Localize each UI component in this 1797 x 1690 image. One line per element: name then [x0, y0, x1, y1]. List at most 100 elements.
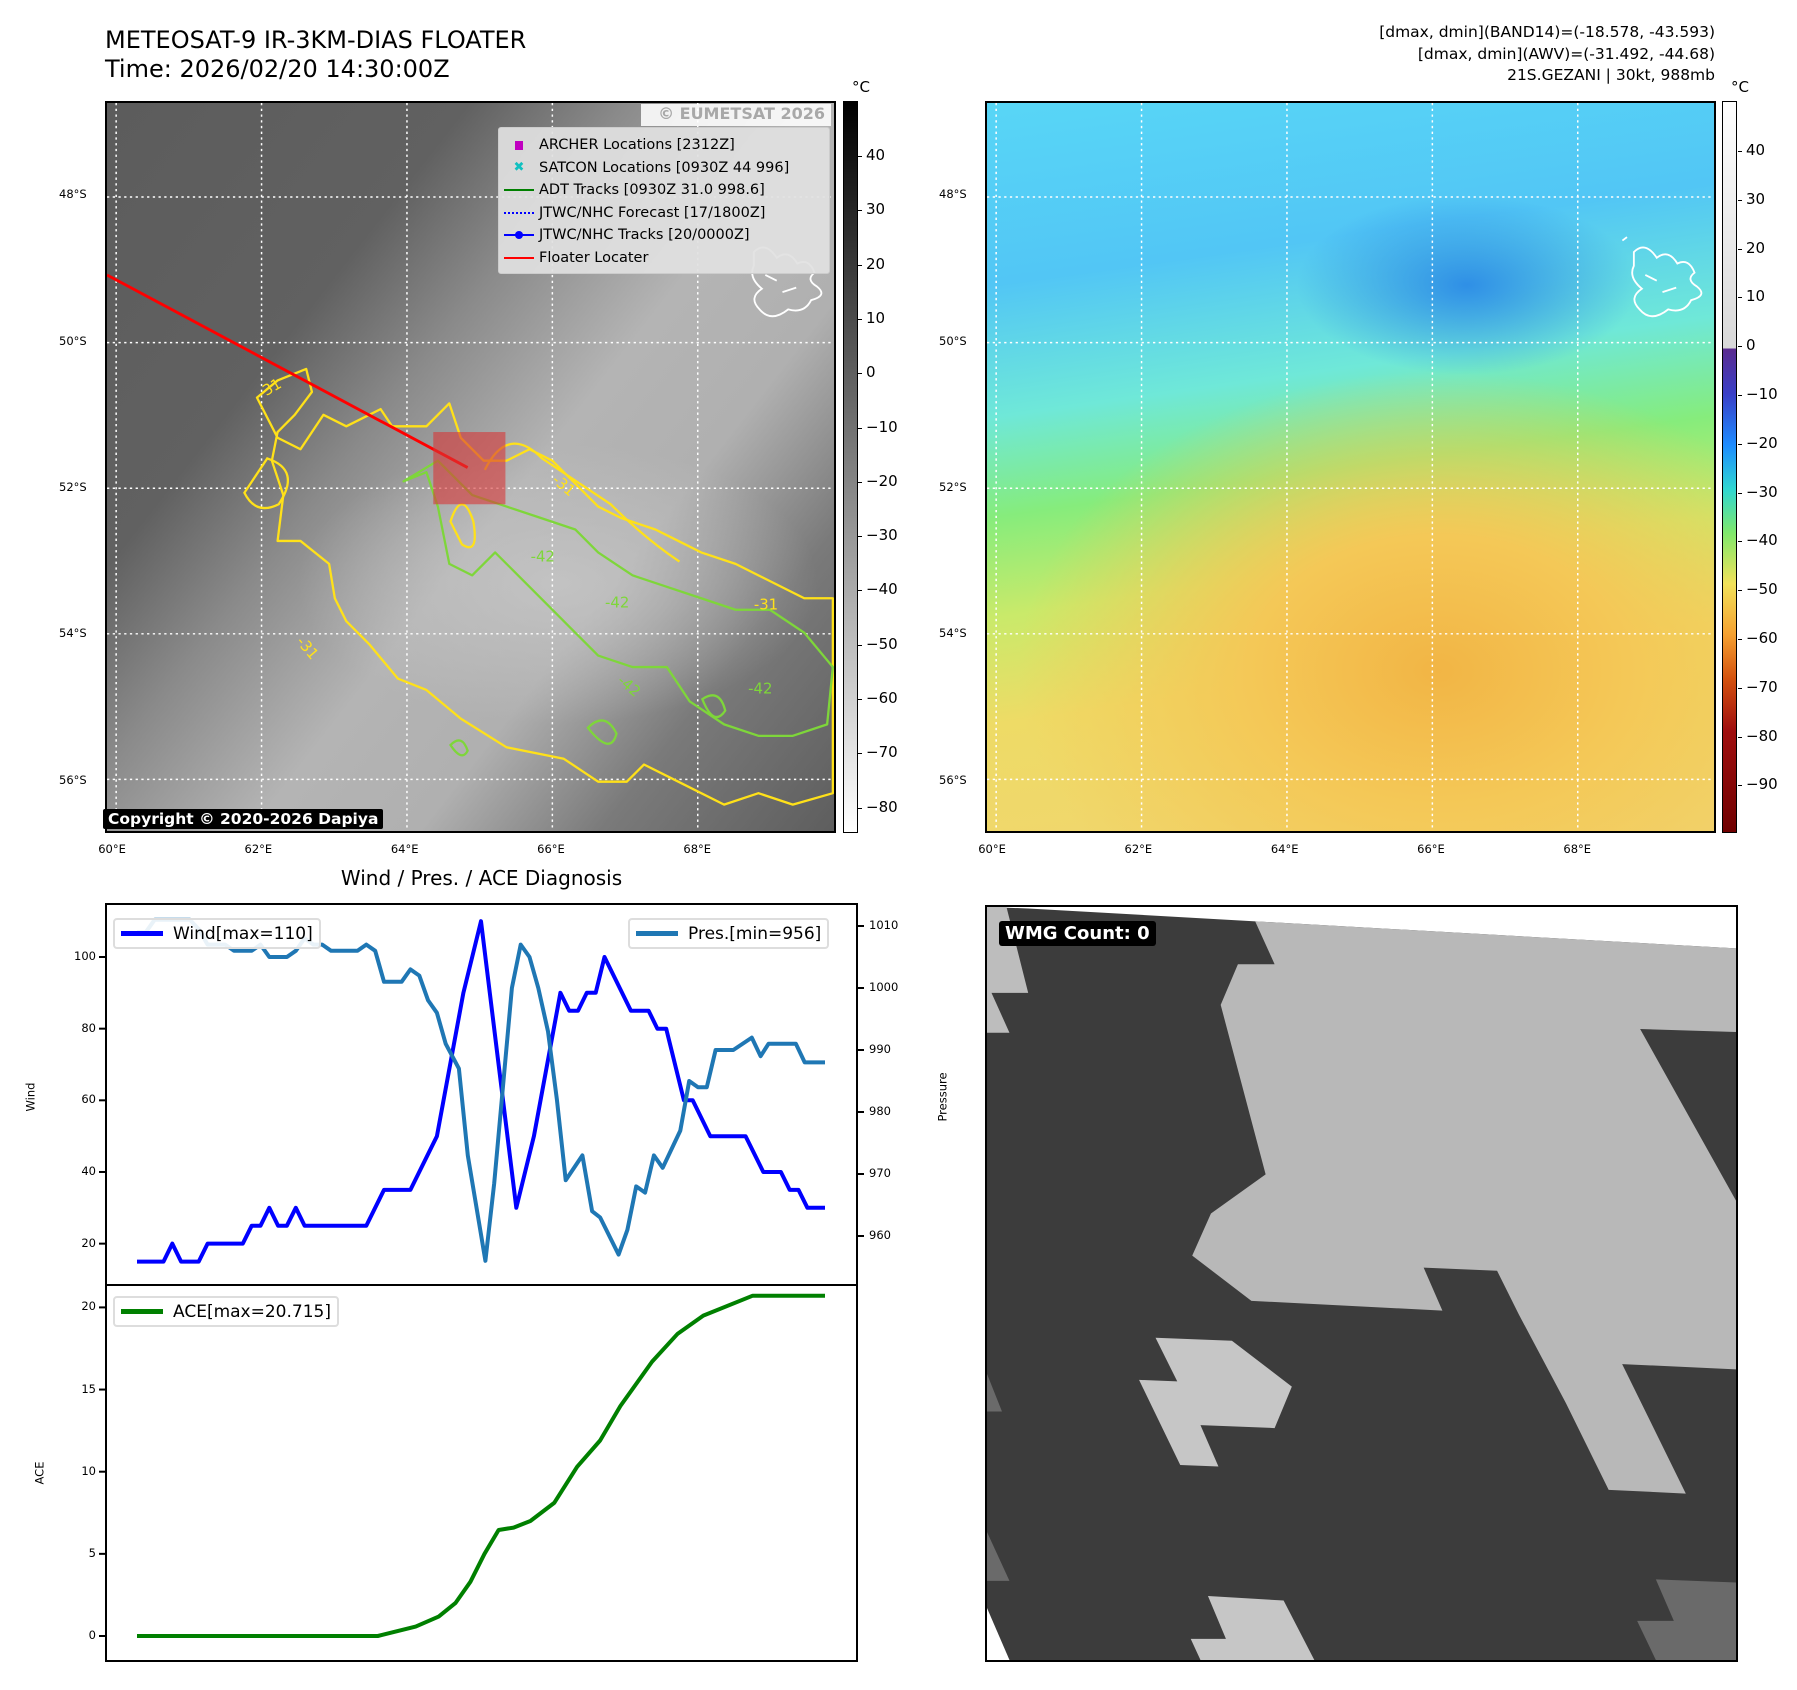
colorbar-tick-label: −20	[1746, 433, 1778, 452]
latitude-label: 52°S	[59, 480, 87, 495]
cold-cloud-contour-42	[402, 459, 834, 737]
latitude-label: 50°S	[59, 333, 87, 348]
legend-label: Floater Locater	[539, 249, 649, 266]
latitude-label: 54°S	[59, 626, 87, 641]
colorbar-tick-label: −80	[866, 797, 898, 816]
wmg-count-label: WMG Count: 0	[999, 921, 1156, 946]
contour-label: -42	[605, 593, 629, 611]
ace-tick-label: 15	[81, 1381, 96, 1396]
x-marker-icon: ✖	[513, 160, 525, 175]
cold-cloud-contour-42-blobs	[448, 694, 727, 757]
colorbar-tick-label: 20	[866, 254, 886, 273]
pressure-legend: Pres.[min=956]	[628, 918, 830, 949]
colorbar-tick-label: −30	[866, 526, 898, 545]
colorbar-tick	[1738, 248, 1742, 250]
colorbar-tick	[858, 481, 862, 483]
colorbar-tick-label: 0	[1746, 336, 1756, 355]
floater-locater-line	[107, 273, 469, 469]
chart-title: Wind / Pres. / ACE Diagnosis	[340, 866, 623, 890]
wmg-mid-region	[1637, 1579, 1736, 1660]
ace-tick-label: 20	[81, 1299, 96, 1314]
ace-legend-label: ACE[max=20.715]	[173, 1301, 331, 1322]
colorbar-tick	[1738, 785, 1742, 787]
awv-map	[985, 101, 1716, 833]
colorbar-tick	[858, 590, 862, 592]
legend-label: ADT Tracks [0930Z 31.0 998.6]	[539, 182, 765, 198]
colorbar-unit-right: °C	[1731, 78, 1749, 96]
ace-legend: ACE[max=20.715]	[113, 1296, 339, 1327]
colorbar-tick	[1738, 639, 1742, 640]
wmg-panel: WMG Count: 0	[985, 905, 1738, 1662]
longitude-label: 68°E	[1563, 842, 1592, 856]
colorbar-tick	[1738, 687, 1742, 689]
coastline	[1621, 236, 1703, 318]
ace-tick-label: 5	[88, 1545, 96, 1560]
timestamp: Time: 2026/02/20 14:30:00Z	[105, 55, 450, 83]
legend-item: JTWC/NHC Forecast [17/1800Z]	[499, 202, 765, 224]
latitude-label: 48°S	[59, 187, 87, 202]
contour-label: -31	[549, 471, 579, 500]
longitude-label: 64°E	[390, 842, 419, 856]
ace-tick-label: 0	[88, 1628, 96, 1642]
longitude-label: 60°E	[978, 842, 1006, 856]
wind-tick-label: 60	[81, 1092, 96, 1107]
legend-item: JTWC/NHC Tracks [20/0000Z]	[499, 224, 750, 246]
colorbar-tick-label: 40	[866, 146, 886, 164]
colorbar-tick-label: 10	[866, 308, 886, 327]
legend-label: JTWC/NHC Tracks [20/0000Z]	[539, 227, 750, 243]
colorbar-tick	[858, 536, 862, 538]
colorbar-tick	[858, 427, 862, 429]
colorbar-tick-label: −30	[1746, 482, 1778, 501]
colorbar-tick	[858, 699, 862, 700]
awv-colorbar	[1722, 101, 1737, 833]
colorbar-tick	[858, 264, 862, 266]
wind-tick-label: 40	[81, 1163, 96, 1178]
longitude-label: 62°E	[244, 842, 273, 856]
contour-label: -31	[754, 596, 778, 614]
awv-range: [dmax, dmin](AWV)=(-31.492, -44.68)	[1417, 44, 1715, 63]
latitude-label: 52°S	[939, 480, 967, 495]
colorbar-tick-label: −10	[1746, 385, 1778, 403]
colorbar-tick-label: −60	[1746, 629, 1778, 647]
ir-colorbar	[843, 101, 858, 833]
wmg-mid-region	[987, 1531, 1010, 1581]
band14-range: [dmax, dmin](BAND14)=(-18.578, -43.593)	[1379, 23, 1715, 41]
legend-label: ARCHER Locations [2312Z]	[539, 137, 735, 153]
pressure-tick-label: 990	[869, 1042, 891, 1056]
colorbar-tick-label: −60	[866, 689, 898, 707]
colorbar-tick-label: −70	[866, 743, 898, 762]
wmg-cloud-region	[1192, 921, 1736, 1494]
wmg-cloud-region	[987, 907, 1029, 1033]
colorbar-tick	[1738, 590, 1742, 592]
legend-label: SATCON Locations [0930Z 44 996]	[539, 159, 790, 176]
colorbar-tick	[1738, 151, 1742, 152]
longitude-label: 68°E	[683, 842, 712, 856]
ace-tick-label: 10	[81, 1463, 96, 1478]
colorbar-tick-label: −90	[1746, 775, 1778, 794]
pressure-tick-label: 1010	[869, 918, 899, 932]
colorbar-tick	[1738, 346, 1742, 348]
floater-box	[433, 432, 506, 505]
pressure-axis-label: Pressure	[935, 1072, 950, 1122]
colorbar-tick-label: −50	[866, 634, 898, 653]
colorbar-tick	[1738, 492, 1742, 494]
colorbar-tick	[858, 373, 862, 375]
longitude-label: 62°E	[1124, 842, 1153, 856]
colorbar-unit-left: °C	[852, 78, 870, 96]
colorbar-tick-label: −80	[1746, 726, 1778, 745]
contour-label: -31	[293, 633, 322, 663]
wind-tick-label: 80	[81, 1020, 96, 1035]
contour-label: -42	[531, 548, 555, 566]
storm-info: 21S.GEZANI | 30kt, 988mb	[1507, 66, 1715, 84]
colorbar-tick	[1738, 395, 1742, 396]
solid-line-icon	[499, 189, 539, 191]
wmg-blank-area	[987, 1608, 1010, 1660]
ace-panel	[105, 1284, 858, 1662]
legend-item: Floater Locater	[499, 247, 648, 269]
wind-legend: Wind[max=110]	[113, 918, 321, 949]
legend-item: ARCHER Locations [2312Z]	[499, 134, 735, 156]
colorbar-tick	[858, 753, 862, 755]
colorbar-tick-label: 0	[866, 363, 876, 382]
colorbar-tick	[858, 318, 862, 320]
colorbar-tick-label: −10	[866, 417, 898, 436]
